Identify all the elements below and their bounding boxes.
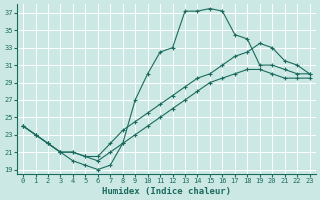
X-axis label: Humidex (Indice chaleur): Humidex (Indice chaleur) <box>102 187 231 196</box>
